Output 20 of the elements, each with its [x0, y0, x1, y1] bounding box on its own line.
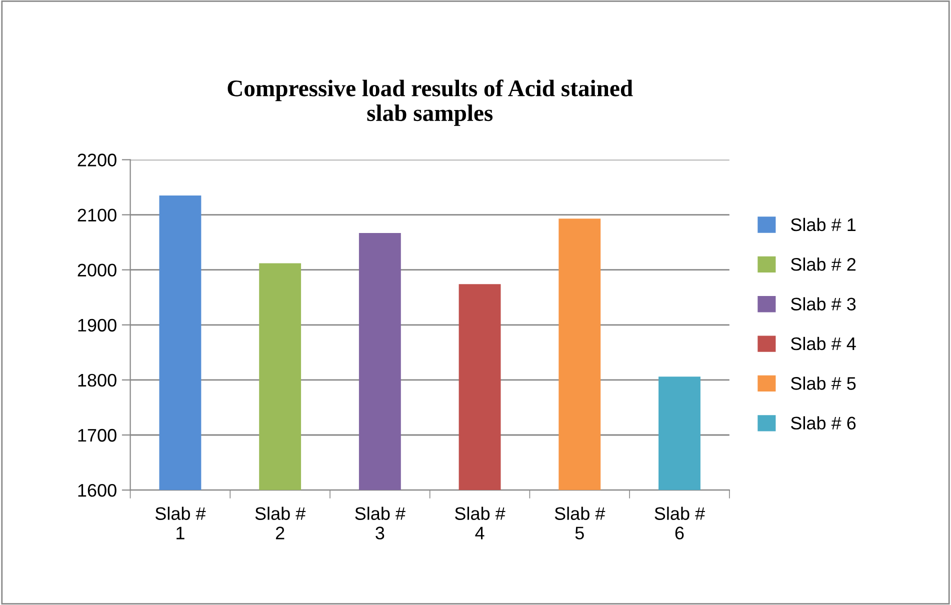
x-tick-label: Slab # 4	[455, 506, 506, 540]
x-tick-label: Slab # 3	[355, 506, 406, 540]
legend-label: Slab # 4	[790, 336, 856, 350]
x-tick-label: Slab # 5	[554, 506, 606, 540]
y-tick-label: 1700	[78, 428, 116, 442]
x-tick-label: Slab # 1	[155, 506, 206, 540]
legend-label: Slab # 2	[790, 258, 856, 271]
legend-label: Slab # 6	[790, 416, 856, 430]
legend-label: Slab # 5	[790, 376, 856, 390]
chart-title: Compressive load results of Acid stained slab samples	[228, 80, 633, 126]
x-tick-label: Slab # 2	[255, 506, 306, 540]
legend-label: Slab # 3	[790, 297, 856, 310]
x-tick-label: Slab # 6	[654, 506, 705, 540]
y-tick-label: 1800	[78, 374, 116, 387]
y-tick-label: 1900	[78, 318, 116, 332]
y-tick-label: 2200	[78, 154, 116, 166]
legend-label: Slab # 1	[790, 218, 856, 232]
y-tick-label: 2100	[78, 208, 116, 222]
y-tick-label: 2000	[78, 264, 116, 277]
y-tick-label: 1600	[78, 484, 116, 497]
